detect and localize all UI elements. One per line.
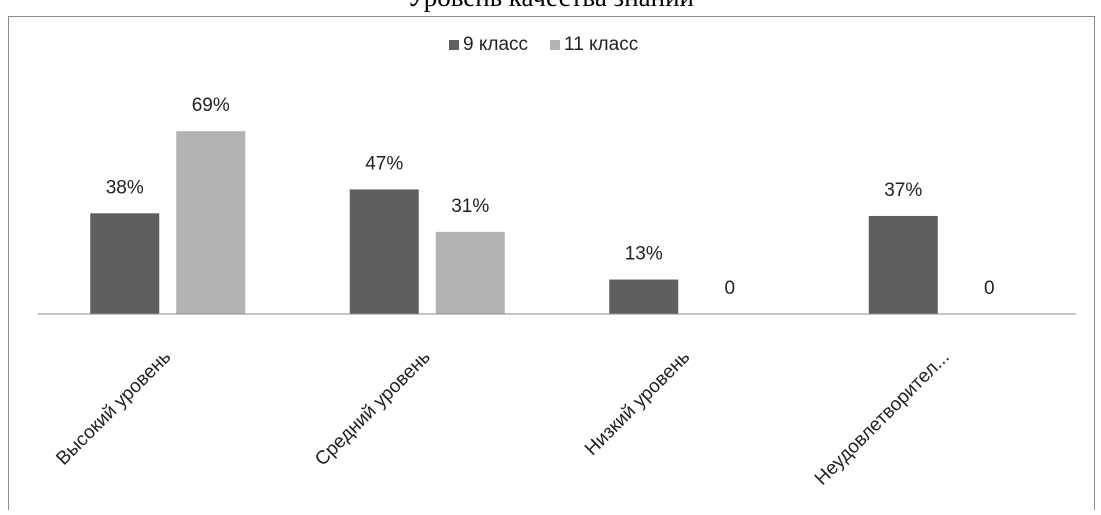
data-label-2-series-1: 47% — [365, 153, 403, 174]
data-label-1-series-1: 38% — [106, 177, 144, 198]
data-label-4-series-1: 37% — [884, 180, 922, 201]
data-label-2-series-2: 31% — [451, 196, 489, 217]
category-label-2: Средний уровень — [311, 347, 435, 471]
legend-label-1: 9 класс — [463, 34, 528, 55]
category-label-3: Низкий уровень — [581, 347, 694, 460]
bar-1-series-2 — [176, 131, 246, 314]
category-label-1: Высокий уровень — [52, 347, 175, 470]
data-label-3-series-1: 13% — [625, 244, 663, 265]
category-label-4: Неудовлетворител... — [811, 347, 954, 490]
bar-3-series-1 — [609, 279, 679, 314]
page-caption: Уровень качества знаний — [0, 0, 1101, 13]
data-label-4-series-2: 0 — [984, 278, 995, 299]
bar-2-series-1 — [349, 189, 419, 314]
bar-4-series-1 — [868, 215, 938, 314]
legend-swatch-2 — [550, 40, 561, 50]
data-label-1-series-2: 69% — [192, 95, 230, 116]
data-label-3-series-2: 0 — [724, 278, 735, 299]
bar-2-series-2 — [435, 231, 505, 314]
bar-1-series-1 — [90, 213, 160, 314]
chart-frame — [8, 16, 1095, 510]
legend-swatch-1 — [449, 40, 459, 50]
legend-label-2: 11 класс — [564, 34, 638, 55]
